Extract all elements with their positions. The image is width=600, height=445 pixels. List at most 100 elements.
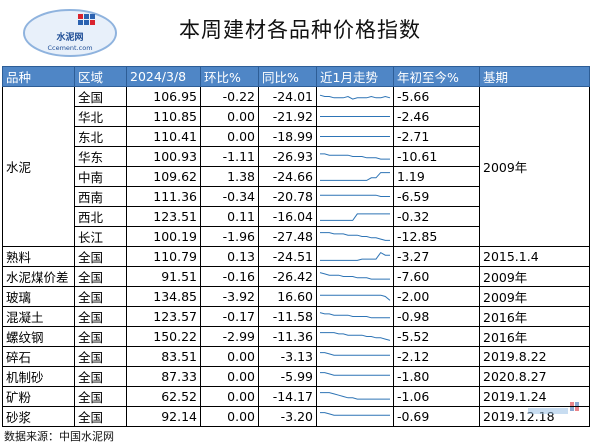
trend-line — [320, 213, 390, 221]
ytd-cell: -7.60 — [393, 266, 480, 287]
table-row: 西北 123.51 0.11 -16.04 -0.32 — [3, 206, 590, 227]
base-period-cell: 2016年 — [479, 326, 590, 347]
index-value-cell: 110.41 — [126, 126, 201, 147]
trend-cell — [316, 86, 394, 107]
col-header: 近1月走势 — [316, 66, 394, 87]
trend-sparkline — [320, 392, 390, 400]
mom-cell: 1.38 — [200, 166, 259, 187]
trend-sparkline — [320, 232, 390, 241]
table-row: 水泥煤价差 全国 91.51 -0.16 -26.42 -7.60 2009年 — [2, 266, 590, 287]
trend-line — [319, 94, 391, 100]
trend-line — [320, 232, 390, 241]
table-row: 碎石 全国 83.51 0.00 -3.13 -2.12 2019.8.22 — [2, 346, 590, 367]
mom-cell: 0.00 — [200, 386, 259, 407]
product-cell: 水泥 — [2, 86, 75, 247]
ytd-cell: -12.85 — [393, 226, 480, 247]
trend-line — [320, 412, 390, 416]
product-cell: 螺纹钢 — [2, 326, 75, 347]
product-cell: 矿粉 — [2, 386, 75, 407]
trend-line — [320, 372, 390, 376]
product-cell: 熟料 — [2, 246, 75, 267]
mom-cell: 0.00 — [200, 406, 259, 427]
mom-cell: -1.96 — [200, 226, 259, 247]
col-header: 区域 — [74, 66, 127, 87]
base-period-cell: 2019.1.24 — [479, 386, 590, 407]
trend-cell — [316, 106, 394, 127]
trend-line — [320, 392, 390, 400]
ytd-cell: -2.00 — [393, 286, 480, 307]
index-value-cell: 134.85 — [126, 286, 201, 307]
table-row: 机制砂 全国 87.33 0.00 -5.99 -1.80 2020.8.27 — [2, 366, 590, 387]
mom-cell: 0.11 — [200, 206, 259, 227]
table-row: 华东 100.93 -1.11 -26.93 -10.61 — [3, 146, 590, 167]
index-value-cell: 111.36 — [126, 186, 201, 207]
mom-cell: 0.00 — [200, 366, 259, 387]
yoy-cell: -11.36 — [258, 326, 317, 347]
table-row: 熟料 全国 110.79 0.13 -24.51 -3.27 2015.1.4 — [2, 246, 590, 267]
mom-cell: -3.92 — [200, 286, 259, 307]
product-cell: 机制砂 — [2, 366, 75, 387]
ytd-cell: -10.61 — [393, 146, 480, 167]
ytd-cell: -3.27 — [393, 246, 480, 267]
index-value-cell: 100.19 — [126, 226, 201, 247]
logo-domain: Ccement.com — [47, 44, 92, 52]
mom-cell: 0.00 — [200, 346, 259, 367]
ytd-cell: -2.46 — [393, 106, 480, 127]
product-cell: 水泥煤价差 — [2, 266, 75, 287]
index-value-cell: 150.22 — [126, 326, 201, 347]
region-cell: 全国 — [74, 326, 127, 347]
table-row: 中南 109.62 1.38 -24.66 1.19 — [3, 166, 590, 187]
mom-cell: 0.00 — [200, 126, 259, 147]
ytd-cell: -0.69 — [393, 406, 480, 427]
index-value-cell: 106.95 — [126, 86, 201, 107]
yoy-cell: -18.99 — [258, 126, 317, 147]
ytd-cell: -2.71 — [393, 126, 480, 147]
mom-cell: 0.13 — [200, 246, 259, 267]
region-cell: 全国 — [74, 366, 127, 387]
table-row: 东北 110.41 0.00 -18.99 -2.71 — [3, 126, 590, 147]
trend-cell — [316, 226, 394, 247]
region-cell: 华北 — [74, 106, 127, 127]
trend-sparkline — [320, 172, 390, 181]
yoy-cell: -14.17 — [258, 386, 317, 407]
mom-cell: -0.17 — [200, 306, 259, 327]
price-index-table: 品种 区域 2024/3/8 环比% 同比% 近1月走势 年初至今% 基期 水泥… — [2, 66, 590, 427]
mom-cell: -1.11 — [200, 146, 259, 167]
col-header: 基期 — [479, 66, 590, 87]
base-period-cell: 2019.8.22 — [479, 346, 590, 367]
trend-line — [320, 172, 390, 181]
trend-cell — [316, 326, 394, 347]
table-row: 砂浆 全国 92.14 0.00 -3.20 -0.69 2019.12.18 — [2, 406, 590, 427]
trend-line — [319, 272, 390, 280]
trend-sparkline — [320, 294, 391, 301]
trend-sparkline — [320, 116, 390, 117]
region-cell: 全国 — [74, 386, 127, 407]
ytd-cell: -2.12 — [393, 346, 480, 367]
region-cell: 全国 — [74, 286, 127, 307]
col-header: 同比% — [258, 66, 317, 87]
mom-cell: -2.99 — [200, 326, 259, 347]
trend-sparkline — [319, 94, 391, 100]
index-value-cell: 109.62 — [126, 166, 201, 187]
base-period-cell: 2009年 — [479, 266, 590, 287]
region-cell: 西北 — [74, 206, 127, 227]
index-value-cell: 91.51 — [126, 266, 201, 287]
page-title: 本周建材各品种价格指数 — [179, 18, 421, 42]
region-cell: 全国 — [74, 406, 127, 427]
trend-cell — [316, 366, 394, 387]
ytd-cell: -0.98 — [393, 306, 480, 327]
mom-cell: -0.16 — [200, 266, 259, 287]
trend-cell — [316, 146, 394, 167]
trend-cell — [316, 386, 394, 407]
trend-cell — [316, 306, 394, 327]
index-value-cell: 110.85 — [126, 106, 201, 127]
region-cell: 长江 — [74, 226, 127, 247]
col-header: 环比% — [200, 66, 259, 87]
yoy-cell: -3.13 — [258, 346, 317, 367]
region-cell: 全国 — [74, 266, 127, 287]
trend-sparkline — [320, 412, 390, 416]
col-header: 2024/3/8 — [126, 66, 201, 87]
trend-line — [319, 312, 390, 319]
trend-sparkline — [320, 372, 390, 376]
yoy-cell: -26.42 — [258, 266, 317, 287]
